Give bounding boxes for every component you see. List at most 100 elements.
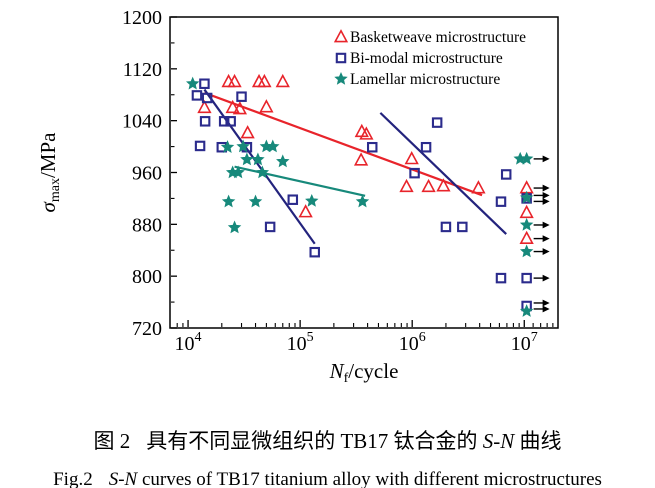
- lamellar-runout-point: [519, 151, 534, 165]
- bimodal-point: [194, 140, 206, 152]
- lamellar-point: [236, 139, 250, 153]
- runout-arrow-head: [542, 235, 550, 242]
- x-axis-title: Nf/cycle: [329, 359, 399, 386]
- caption-english-number: Fig.2: [53, 469, 93, 488]
- lamellar-point: [227, 220, 242, 234]
- y-axis-tick-label: 880: [132, 214, 162, 236]
- basketweave-point: [421, 178, 436, 193]
- caption-chinese-text-post: 曲线: [514, 429, 562, 453]
- basketweave-point: [232, 101, 248, 115]
- y-axis-tick-label: 1040: [122, 111, 162, 133]
- runout-arrow-head: [542, 198, 550, 205]
- lamellar-point: [276, 154, 290, 168]
- bimodal-point: [287, 194, 299, 205]
- caption-chinese: 图 2 具有不同显微组织的 TB17 钛合金的 S-N 曲线: [0, 428, 655, 454]
- caption-chinese-number: 图 2: [93, 429, 131, 453]
- basketweave-runout-point: [519, 204, 534, 219]
- lamellar-runout-point: [519, 244, 534, 258]
- lamellar-point: [231, 165, 245, 179]
- x-axis-tick-label: 106: [399, 330, 426, 355]
- legend-label-lamellar: Lamellar microstructure: [350, 71, 500, 88]
- trend-line-lamellar: [234, 165, 366, 197]
- caption-english: Fig.2 S-N curves of TB17 titanium alloy w…: [0, 467, 655, 488]
- basketweave-point: [257, 73, 272, 88]
- lamellar-point: [255, 165, 270, 179]
- lamellar-point: [221, 194, 236, 208]
- basketweave-point: [471, 180, 486, 194]
- x-axis-tick-label: 104: [175, 330, 202, 355]
- caption-chinese-italic: S-N: [482, 429, 515, 453]
- chart-area: 720 800 880 960 1040 1120 1200 104 105 106 107 σmax…: [36, 7, 559, 386]
- basketweave-point: [259, 99, 274, 113]
- bimodal-point: [366, 141, 378, 153]
- bimodal-point: [199, 78, 210, 89]
- basketweave-point: [404, 151, 419, 165]
- bimodal-point: [191, 90, 203, 101]
- bimodal-point: [309, 246, 320, 258]
- basketweave-point: [353, 152, 369, 166]
- basketweave-point: [225, 99, 240, 114]
- runout-arrow-head: [542, 192, 550, 199]
- trend-line-bimodal-high-cycle: [379, 112, 507, 235]
- runout-arrow-head: [542, 248, 550, 255]
- basketweave-point: [240, 125, 255, 139]
- lamellar-runout-point: [519, 217, 534, 231]
- runout-arrow-head: [542, 274, 550, 282]
- lamellar-point: [305, 193, 319, 207]
- bimodal-point: [201, 92, 213, 104]
- lamellar-legend-marker: [334, 71, 348, 85]
- basketweave-point: [275, 73, 290, 88]
- y-axis-tick-label: 1120: [123, 59, 162, 81]
- bimodal-point: [500, 169, 512, 180]
- basketweave-point: [298, 204, 313, 218]
- lamellar-point: [355, 194, 370, 208]
- runout-arrow-head: [542, 184, 550, 192]
- trend-line-basketweave: [204, 91, 483, 197]
- bimodal-point: [199, 116, 211, 127]
- caption-english-text-post: curves of TB17 titanium alloy with diffe…: [137, 469, 602, 488]
- basketweave-point: [436, 178, 451, 192]
- bimodal-point: [440, 221, 452, 233]
- lamellar-point: [251, 152, 265, 166]
- y-axis-tick-label: 960: [132, 163, 162, 185]
- runout-arrow-head: [542, 299, 550, 307]
- lamellar-point: [220, 140, 235, 153]
- basketweave-point: [197, 99, 212, 114]
- lamellar-runout-point: [519, 304, 534, 317]
- bimodal-legend-marker: [335, 52, 347, 64]
- basketweave-runout-point: [519, 230, 534, 244]
- y-axis-tick-label: 800: [132, 266, 162, 288]
- bimodal-point: [409, 167, 420, 179]
- bimodal-point: [420, 141, 432, 153]
- y-axis-tick-label: 1200: [122, 7, 162, 29]
- runout-arrow-head: [542, 155, 550, 163]
- bimodal-point: [495, 272, 507, 284]
- basketweave-point: [359, 126, 374, 140]
- bimodal-point: [457, 221, 468, 233]
- bimodal-point: [431, 117, 443, 128]
- lamellar-point: [266, 139, 280, 153]
- bimodal-point: [236, 91, 247, 102]
- lamellar-point: [248, 194, 263, 208]
- runout-arrow-head: [542, 305, 550, 313]
- sn-curve-chart: 720 800 880 960 1040 1120 1200 104 105 106 107 σmax…: [36, 7, 559, 386]
- bimodal-point: [264, 221, 276, 233]
- legend-label-basketweave: Basketweave microstructure: [350, 29, 526, 46]
- basketweave-legend-marker: [333, 29, 349, 43]
- caption-english-italic: S-N: [108, 469, 138, 488]
- y-axis-title: σmax/MPa: [36, 132, 63, 213]
- bimodal-point: [218, 116, 230, 127]
- x-axis-tick-label: 107: [511, 330, 538, 355]
- bimodal-point: [495, 196, 507, 207]
- y-axis-tick-label: 720: [132, 318, 162, 340]
- basketweave-point: [399, 178, 414, 193]
- runout-arrow-head: [542, 221, 550, 229]
- bimodal-point: [225, 116, 236, 127]
- lamellar-runout-point: [519, 190, 534, 204]
- legend-label-bimodal: Bi-modal microstructure: [350, 50, 503, 67]
- basketweave-point: [227, 73, 242, 88]
- bimodal-runout-point: [521, 272, 532, 284]
- trend-line-bimodal-low-cycle: [203, 88, 316, 245]
- caption-chinese-text-pre: 具有不同显微组织的 TB17 钛合金的: [146, 429, 483, 453]
